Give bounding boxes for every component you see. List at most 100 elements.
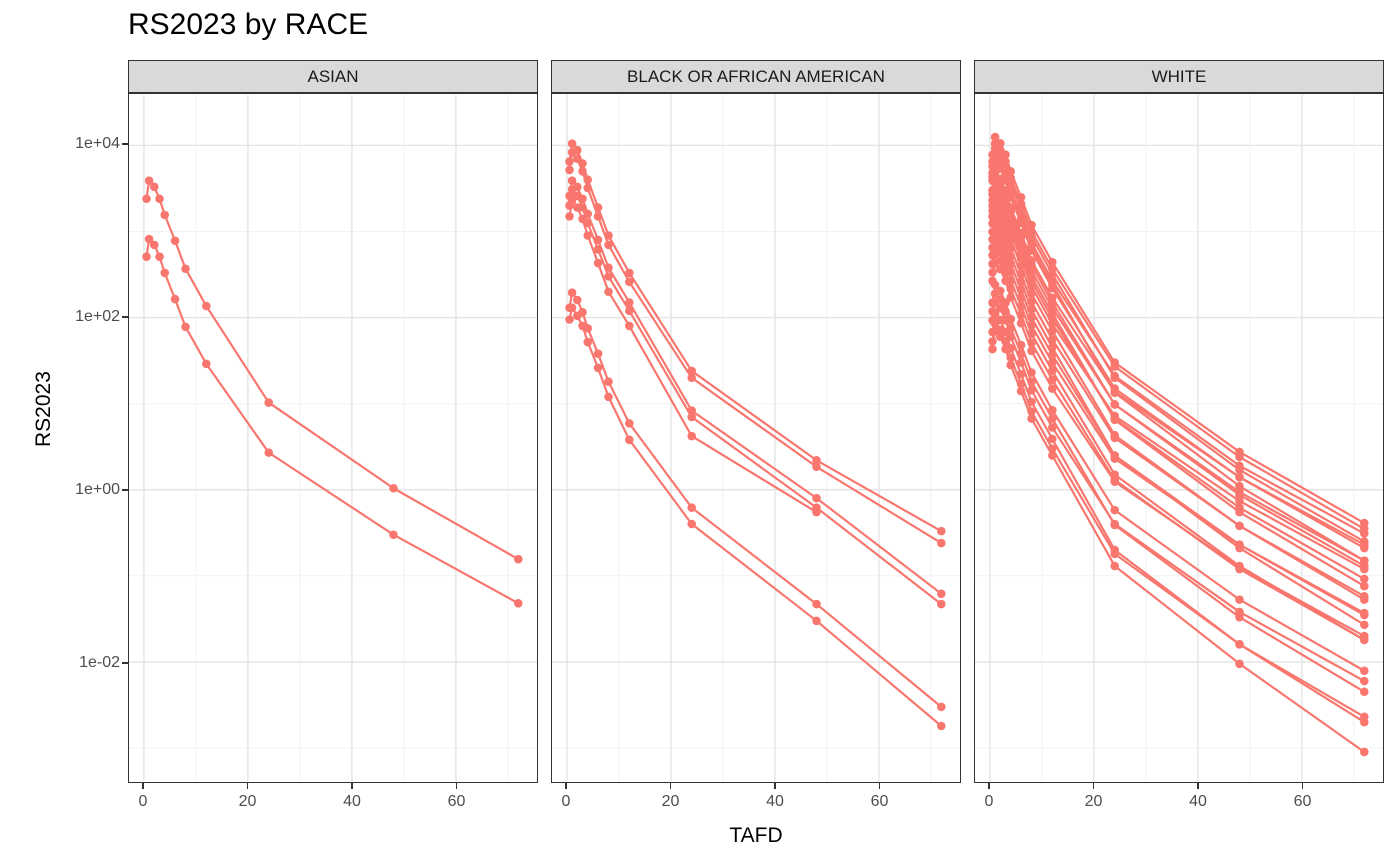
data-point bbox=[1110, 454, 1119, 463]
data-point bbox=[1048, 283, 1057, 293]
data-point bbox=[937, 599, 946, 609]
data-point bbox=[1235, 607, 1244, 617]
series-line bbox=[145, 179, 520, 561]
data-point bbox=[389, 530, 398, 540]
data-point bbox=[160, 268, 170, 278]
series-points bbox=[565, 303, 946, 731]
series-line bbox=[568, 179, 943, 595]
series-line bbox=[145, 237, 520, 605]
series-points bbox=[565, 148, 946, 548]
data-point bbox=[1027, 297, 1036, 307]
data-point bbox=[812, 462, 821, 472]
data-point bbox=[1110, 549, 1119, 559]
data-point bbox=[1360, 529, 1369, 538]
data-point bbox=[1001, 344, 1010, 354]
data-point bbox=[1006, 293, 1016, 302]
data-point bbox=[1360, 574, 1369, 584]
data-point bbox=[578, 321, 587, 331]
series-line bbox=[568, 188, 943, 606]
series-line bbox=[991, 312, 1366, 724]
data-point bbox=[593, 349, 603, 358]
data-point bbox=[1110, 400, 1119, 409]
series-line bbox=[991, 142, 1366, 531]
data-point bbox=[625, 419, 634, 428]
data-point bbox=[990, 194, 1000, 204]
data-point bbox=[1360, 676, 1369, 686]
series-points bbox=[565, 139, 946, 536]
data-point bbox=[1235, 595, 1244, 604]
data-point bbox=[1235, 487, 1244, 497]
data-point bbox=[1360, 712, 1369, 722]
data-point bbox=[604, 272, 613, 281]
data-point bbox=[937, 589, 946, 599]
data-point bbox=[583, 183, 593, 193]
y-tick-mark bbox=[122, 489, 128, 491]
data-point bbox=[1027, 329, 1036, 338]
data-point bbox=[1235, 640, 1244, 649]
data-point bbox=[567, 176, 577, 185]
data-point bbox=[514, 554, 523, 564]
data-point bbox=[937, 702, 946, 712]
data-point bbox=[1027, 414, 1036, 423]
data-point bbox=[1235, 461, 1244, 471]
data-point bbox=[1016, 358, 1026, 367]
series-points bbox=[988, 258, 1369, 641]
data-point bbox=[144, 234, 154, 244]
data-point bbox=[181, 264, 190, 274]
data-point bbox=[565, 157, 574, 166]
data-point bbox=[1110, 519, 1119, 529]
data-point bbox=[1048, 269, 1057, 279]
series-points bbox=[988, 178, 1369, 565]
data-point bbox=[572, 311, 582, 321]
data-point bbox=[625, 277, 634, 287]
data-point bbox=[1027, 305, 1036, 314]
x-tick-label: 20 bbox=[238, 793, 257, 810]
x-tick-mark bbox=[1197, 783, 1199, 789]
data-point bbox=[1235, 472, 1244, 482]
x-tick-label: 0 bbox=[561, 793, 571, 810]
facet-strip-white: WHITE bbox=[974, 60, 1384, 93]
data-point bbox=[567, 139, 577, 148]
data-point bbox=[170, 236, 180, 246]
data-point bbox=[1016, 218, 1026, 228]
data-point bbox=[812, 456, 821, 465]
data-point bbox=[625, 435, 634, 445]
facet-strip-label: WHITE bbox=[1151, 66, 1207, 86]
data-point bbox=[990, 132, 1000, 142]
data-point bbox=[1235, 481, 1244, 491]
data-point bbox=[1006, 353, 1016, 363]
data-point bbox=[1048, 350, 1057, 360]
data-point bbox=[995, 264, 1005, 274]
data-point bbox=[160, 210, 170, 220]
data-point bbox=[1016, 310, 1026, 319]
data-point bbox=[1110, 561, 1119, 571]
data-point bbox=[1360, 564, 1369, 574]
x-tick-label: 40 bbox=[766, 793, 784, 810]
data-point bbox=[990, 201, 1000, 210]
data-point bbox=[937, 538, 946, 548]
data-point bbox=[572, 295, 582, 305]
data-point bbox=[1360, 556, 1369, 565]
data-point bbox=[604, 263, 613, 272]
data-point bbox=[1360, 747, 1369, 757]
x-tick-mark bbox=[246, 783, 249, 789]
data-point bbox=[202, 301, 211, 311]
data-point bbox=[1048, 375, 1057, 384]
data-point bbox=[1360, 581, 1369, 591]
data-point bbox=[1016, 204, 1026, 214]
data-point bbox=[1027, 377, 1036, 386]
data-point bbox=[170, 294, 180, 304]
data-point bbox=[1048, 423, 1057, 432]
data-point bbox=[1235, 452, 1244, 462]
data-point bbox=[567, 184, 577, 194]
x-tick-mark bbox=[1092, 783, 1095, 789]
series-line bbox=[568, 142, 943, 533]
data-point bbox=[572, 203, 582, 212]
data-point bbox=[593, 258, 603, 268]
x-tick-label: 60 bbox=[1293, 793, 1312, 810]
y-tick-label: 1e+00 bbox=[75, 481, 120, 498]
data-point bbox=[583, 231, 593, 240]
data-point bbox=[1016, 285, 1026, 295]
x-tick-label: 0 bbox=[138, 793, 148, 810]
data-point bbox=[142, 252, 151, 261]
